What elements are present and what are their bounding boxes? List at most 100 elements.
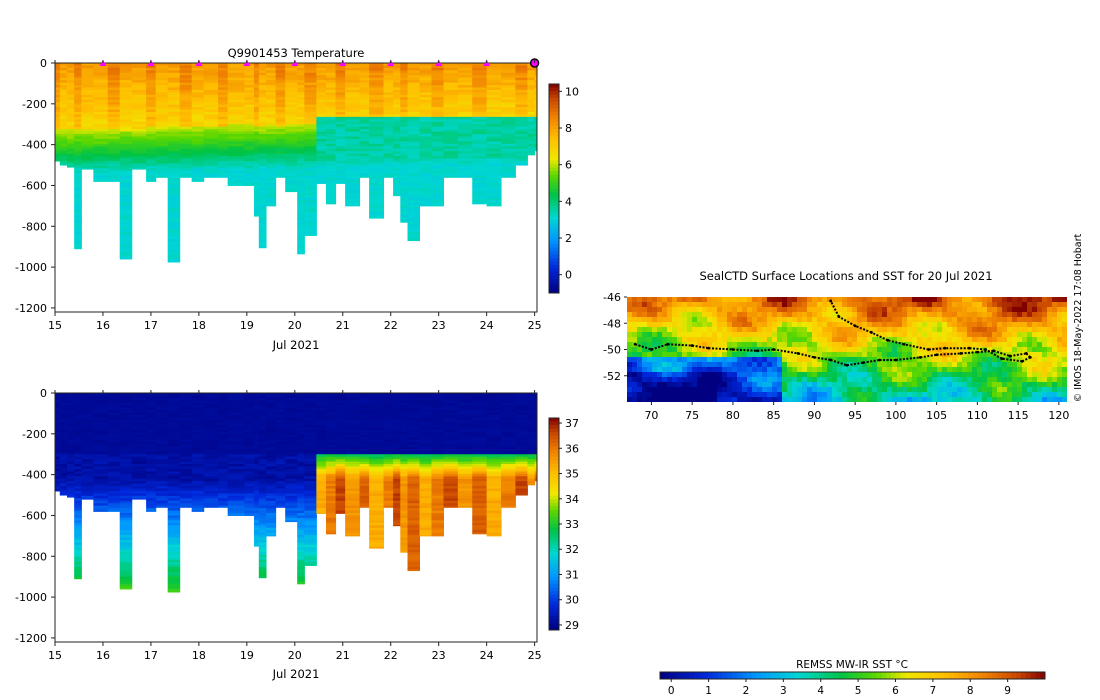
profile-cell [266, 476, 277, 480]
profile-cell [131, 466, 147, 470]
profile-cell [316, 495, 327, 499]
profile-cell [254, 173, 260, 177]
profile-cell [179, 141, 193, 145]
profile-cell [203, 419, 219, 423]
profile-cell [146, 505, 157, 509]
profile-cell [131, 483, 147, 487]
profile-cell [515, 410, 528, 414]
profile-cell [258, 486, 267, 490]
profile-cell [527, 89, 536, 93]
profile-cell [131, 473, 147, 477]
profile-cell [359, 493, 370, 497]
profile-cell [297, 537, 305, 541]
profile-cell [359, 141, 370, 145]
profile-cell [227, 397, 245, 401]
profile-cell [316, 417, 327, 421]
profile-cell [457, 400, 473, 404]
profile-cell [335, 444, 346, 448]
profile-cell [325, 434, 337, 438]
profile-cell [457, 151, 473, 155]
profile-cell [74, 72, 82, 76]
profile-cell [527, 473, 536, 477]
profile-cell [59, 393, 68, 396]
profile-cell [258, 561, 267, 565]
profile-cell [275, 143, 286, 147]
profile-cell [325, 515, 337, 519]
profile-cell [59, 158, 68, 162]
profile-cell [297, 498, 305, 502]
profile-cell [335, 153, 346, 157]
profile-cell [93, 393, 109, 396]
profile-cell [486, 493, 502, 497]
profile-cell [472, 138, 488, 142]
profile-cell [266, 119, 277, 123]
profile-cell [431, 99, 444, 103]
profile-cell [393, 513, 401, 516]
profile-cell [297, 554, 305, 558]
profile-cell [335, 129, 346, 133]
profile-cell [400, 200, 409, 204]
profile-cell [297, 217, 305, 221]
profile-cell [419, 520, 432, 524]
profile-cell [254, 151, 260, 155]
profile-cell [383, 490, 394, 494]
profile-cell [345, 178, 361, 182]
profile-cell [258, 141, 267, 145]
profile-cell [258, 70, 267, 74]
profile-cell [325, 134, 337, 137]
profile-cell [275, 114, 286, 118]
profile-cell [400, 393, 409, 396]
profile-cell [203, 170, 219, 174]
profile-cell [393, 124, 401, 128]
profile-cell [258, 525, 267, 529]
profile-cell [431, 476, 444, 480]
profile-cell [266, 173, 277, 177]
profile-cell [383, 109, 394, 113]
profile-cell [335, 126, 346, 130]
profile-cell [258, 495, 267, 499]
profile-cell [345, 151, 361, 155]
profile-cell [258, 160, 267, 164]
profile-cell [93, 503, 109, 507]
profile-cell [383, 417, 394, 421]
profile-cell [304, 92, 317, 96]
profile-cell [107, 449, 121, 453]
profile-cell [393, 483, 401, 487]
profile-cell [345, 437, 361, 441]
profile-cell [393, 520, 401, 524]
profile-cell [203, 454, 219, 458]
profile-cell [119, 246, 133, 250]
profile-cell [218, 114, 229, 118]
profile-cell [472, 187, 488, 191]
profile-cell [345, 488, 361, 492]
profile-cell [393, 427, 401, 431]
profile-cell [335, 124, 346, 128]
profile-cell [369, 427, 385, 431]
profile-cell [400, 131, 409, 135]
profile-cell [316, 402, 327, 406]
profile-cell [400, 212, 409, 216]
profile-cell [472, 500, 488, 504]
profile-cell [81, 498, 94, 500]
profile-cell [258, 449, 267, 453]
profile-cell [515, 454, 528, 458]
profile-cell [393, 490, 401, 494]
profile-cell [227, 513, 245, 516]
profile-cell [297, 249, 305, 253]
profile-cell [400, 517, 409, 521]
profile-cell [345, 498, 361, 502]
profile-cell [93, 468, 109, 472]
profile-cell [275, 461, 286, 465]
profile-cell [81, 432, 94, 436]
profile-cell [472, 163, 488, 167]
profile-cell [419, 495, 432, 499]
profile-cell [93, 170, 109, 174]
profile-cell [515, 466, 528, 470]
profile-cell [258, 178, 267, 182]
profile-cell [457, 490, 473, 494]
profile-cell [419, 89, 432, 93]
profile-cell [131, 156, 147, 160]
profile-cell [431, 116, 444, 120]
profile-cell [93, 158, 109, 162]
profile-cell [275, 107, 286, 111]
